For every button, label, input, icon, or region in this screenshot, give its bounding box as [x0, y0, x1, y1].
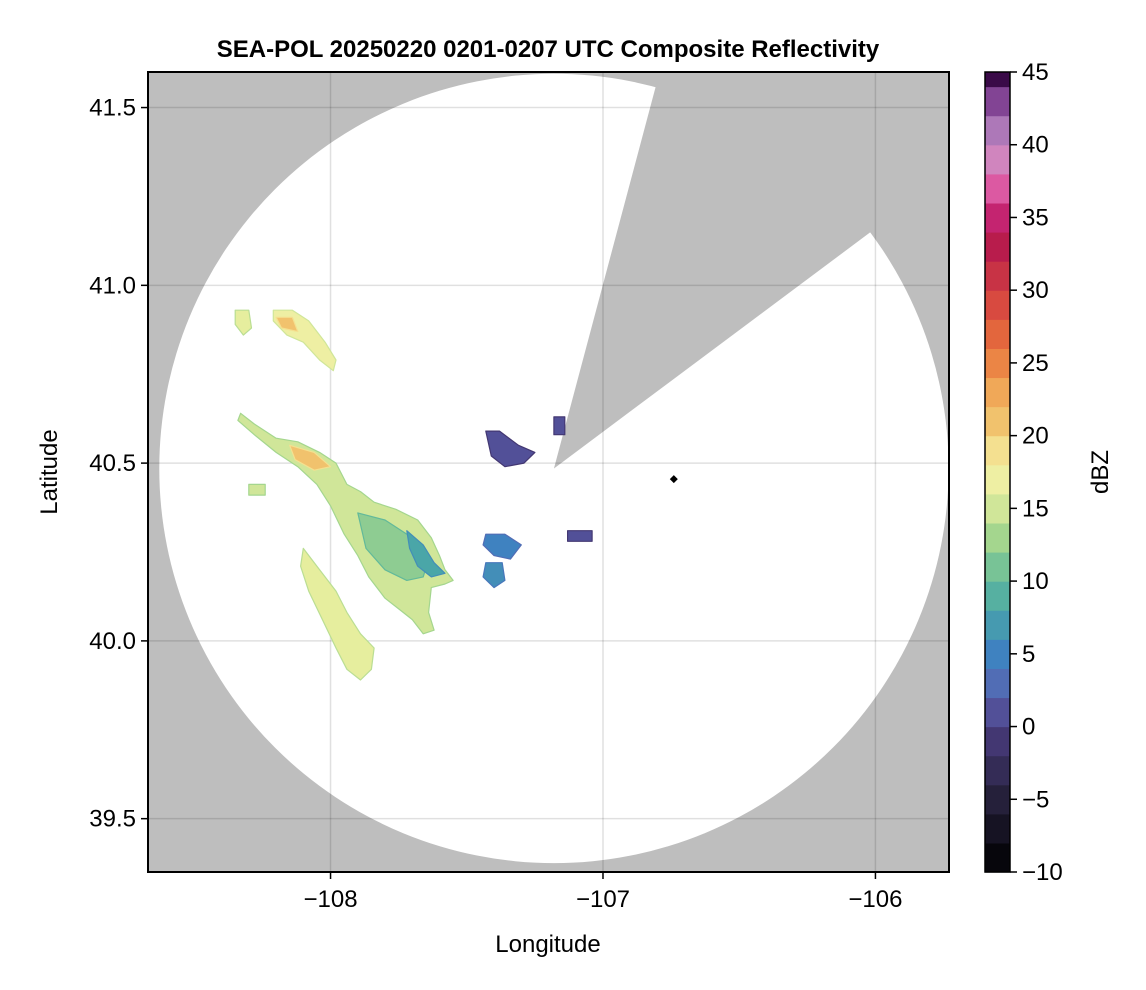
colorbar-cell	[985, 668, 1010, 699]
colorbar-tick-label: 5	[1022, 641, 1035, 668]
colorbar-cell	[985, 842, 1010, 873]
colorbar-cells	[985, 72, 1010, 873]
colorbar-cell	[985, 522, 1010, 553]
colorbar-tick-label: 20	[1022, 423, 1049, 450]
colorbar-tick-label: 40	[1022, 132, 1049, 159]
y-tick-label: 39.5	[89, 806, 136, 833]
plot-area	[147, 71, 950, 873]
y-tick-label: 40.5	[89, 450, 136, 477]
colorbar-ticks: −10 −5 0 5 10 15 20 25 30 35 40 45	[1010, 59, 1063, 886]
grid-lines	[148, 72, 949, 872]
echo-north-fleck	[553, 416, 566, 436]
echo-main-inner	[357, 512, 430, 582]
reflectivity-echoes	[234, 309, 593, 681]
colorbar-cell	[985, 261, 1010, 291]
colorbar-cell	[985, 319, 1010, 349]
echo-small-west	[248, 483, 266, 496]
colorbar-tick-label: 30	[1022, 277, 1049, 304]
colorbar-cell	[985, 173, 1010, 204]
colorbar-frame	[984, 71, 1011, 873]
colorbar-tick-label: −5	[1022, 786, 1049, 813]
colorbar-cell	[985, 552, 1010, 582]
x-tick-label: −107	[576, 886, 630, 913]
echo-central-blue-south	[482, 562, 506, 589]
colorbar-cell	[985, 115, 1010, 146]
x-axis-label: Longitude	[495, 931, 600, 958]
colorbar-cell	[985, 348, 1010, 379]
site-marker-layer	[669, 475, 678, 484]
colorbar-cell	[985, 377, 1010, 408]
echo-east-edge	[406, 530, 446, 578]
echo-north-cluster	[485, 430, 536, 468]
colorbar-cell	[985, 435, 1010, 466]
colorbar-cell	[985, 86, 1010, 117]
colorbar-cell	[985, 784, 1010, 815]
echo-central-blue	[482, 533, 522, 560]
colorbar-cell	[985, 72, 1010, 88]
colorbar-tick-label: 15	[1022, 495, 1049, 522]
echo-east-fleck	[566, 530, 593, 542]
colorbar-tick-label: 45	[1022, 59, 1049, 86]
colorbar-cell	[985, 406, 1010, 437]
colorbar-label: dBZ	[1087, 450, 1114, 494]
colorbar-tick-label: 10	[1022, 568, 1049, 595]
y-tick-label: 41.0	[89, 272, 136, 299]
x-axis: −108 −107 −106	[304, 872, 902, 913]
echo-southwest-arm	[300, 547, 375, 681]
colorbar-cell	[985, 813, 1010, 844]
colorbar-cell	[985, 639, 1010, 669]
colorbar-cell	[985, 726, 1010, 757]
colorbar-cell	[985, 610, 1010, 640]
colorbar: −10 −5 0 5 10 15 20 25 30 35 40 45 dBZ	[984, 59, 1114, 886]
blocked-sector	[553, 72, 949, 469]
colorbar-cell	[985, 464, 1010, 495]
colorbar-cell	[985, 493, 1010, 524]
colorbar-cell	[985, 581, 1010, 611]
colorbar-tick-label: 25	[1022, 350, 1049, 377]
plot-frame	[147, 71, 950, 873]
echo-main-core	[289, 444, 332, 471]
echo-northwest-core	[275, 316, 299, 333]
colorbar-cell	[985, 232, 1010, 262]
y-tick-label: 41.5	[89, 95, 136, 122]
colorbar-cell	[985, 755, 1010, 786]
colorbar-cell	[985, 144, 1010, 175]
colorbar-tick-label: 0	[1022, 714, 1035, 741]
site-marker	[669, 475, 678, 484]
colorbar-tick-label: −10	[1022, 859, 1063, 886]
echo-main-body	[237, 412, 454, 635]
colorbar-cell	[985, 202, 1010, 233]
colorbar-cell	[985, 697, 1010, 728]
x-tick-label: −106	[848, 886, 902, 913]
y-axis: 39.5 40.0 40.5 41.0 41.5	[89, 95, 148, 833]
colorbar-tick-label: 35	[1022, 204, 1049, 231]
echo-northwest-cell	[234, 309, 253, 336]
colorbar-cell	[985, 290, 1010, 320]
x-tick-label: −108	[304, 886, 358, 913]
y-axis-label: Latitude	[36, 429, 63, 514]
y-tick-label: 40.0	[89, 628, 136, 655]
chart-title: SEA-POL 20250220 0201-0207 UTC Composite…	[217, 36, 880, 63]
